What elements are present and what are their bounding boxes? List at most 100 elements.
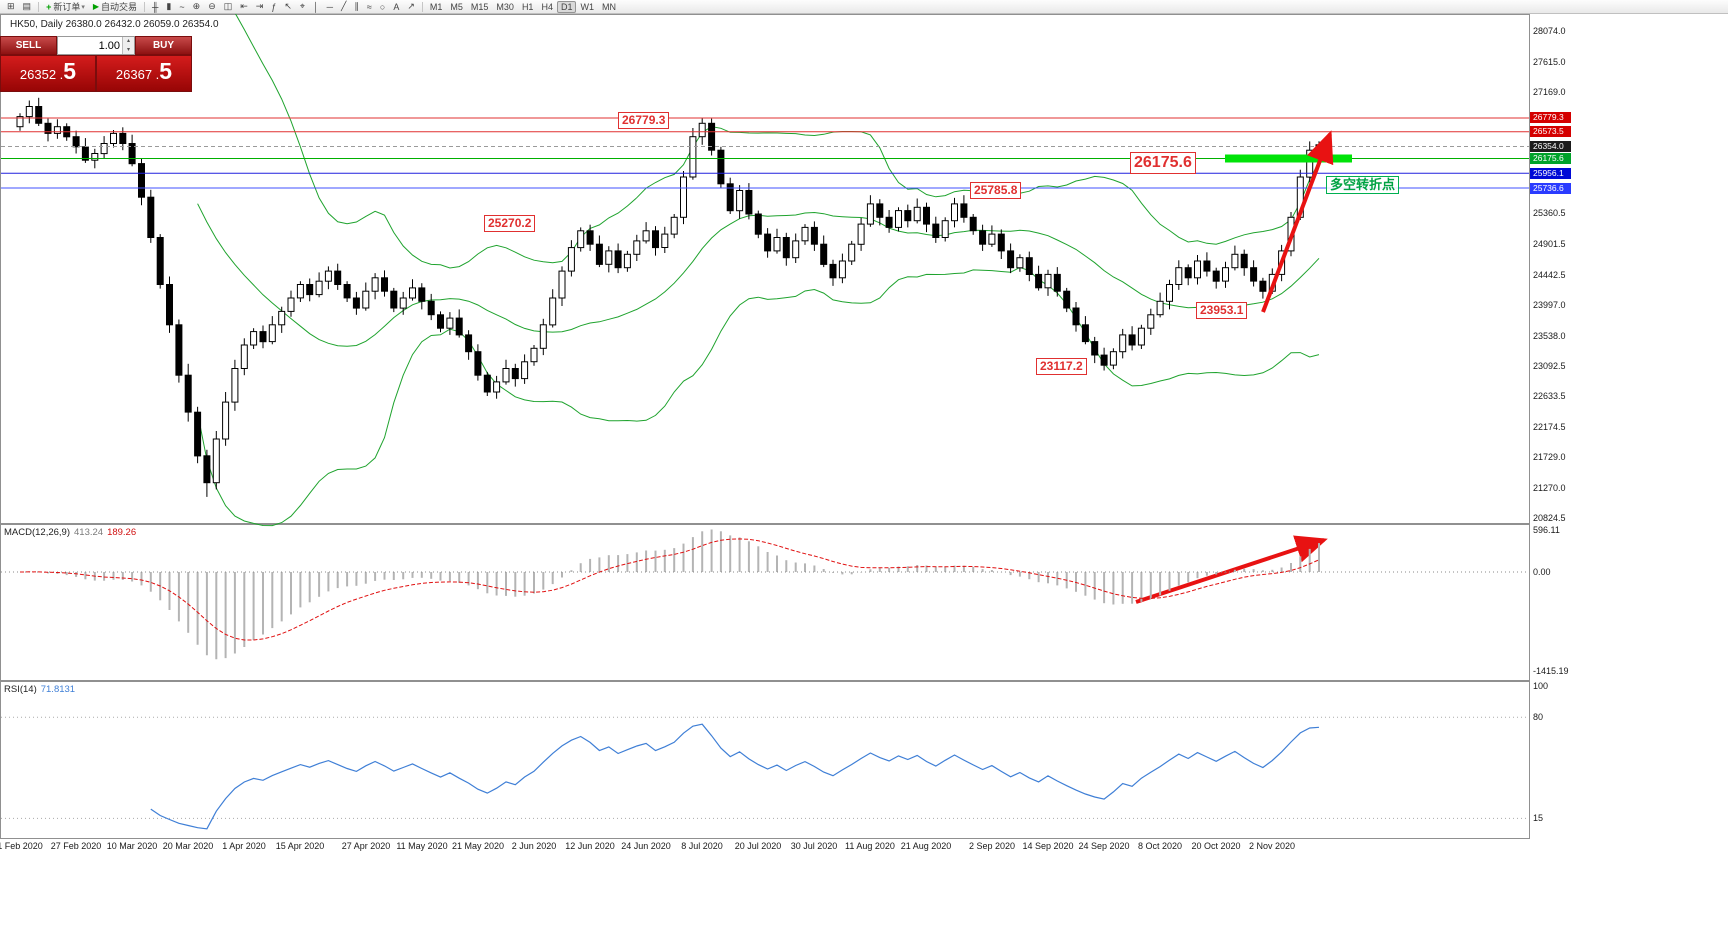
main-chart-panel [0, 14, 1530, 524]
timeframe-m5[interactable]: M5 [450, 1, 463, 12]
price-axis-label: 24442.5 [1533, 270, 1566, 280]
one-click-trading-panel: SELL ▴ ▾ BUY 26352 .5 26367 .5 [0, 36, 192, 92]
annotation-red[interactable]: 26175.6 [1130, 152, 1196, 174]
date-label: 24 Jun 2020 [621, 841, 671, 851]
toolbar-separator [38, 1, 40, 12]
sell-price-big-digit: 5 [63, 58, 77, 84]
date-label: 2 Nov 2020 [1248, 841, 1296, 851]
channel-icon[interactable]: ∥ [354, 1, 359, 11]
indicators-icon[interactable]: ƒ [271, 1, 277, 12]
date-label: 21 Aug 2020 [900, 841, 952, 851]
date-label: 20 Mar 2020 [162, 841, 214, 851]
ellipse-icon[interactable]: ○ [379, 1, 386, 12]
price-axis-label: 22633.5 [1533, 391, 1566, 401]
date-label: 20 Oct 2020 [1191, 841, 1241, 851]
rsi-axis-label: 100 [1533, 681, 1549, 691]
date-label: 20 Jul 2020 [734, 841, 782, 851]
rsi-label: RSI(14) 71.8131 [4, 684, 75, 695]
plus-icon: + [46, 1, 52, 12]
trendline-icon[interactable]: ╱ [341, 1, 347, 11]
date-label: 8 Oct 2020 [1137, 841, 1183, 851]
macd-signal-value: 189.26 [107, 527, 137, 538]
date-label: 21 May 2020 [451, 841, 505, 851]
volume-down-button[interactable]: ▾ [123, 45, 134, 54]
price-axis-label: 24901.5 [1533, 239, 1566, 249]
annotation-red[interactable]: 25785.8 [970, 182, 1022, 199]
volume-input[interactable] [58, 37, 122, 54]
price-tag: 26779.3 [1530, 112, 1571, 123]
autotrade-button[interactable]: ▶ 自动交易 [92, 2, 138, 12]
auto-scroll-icon[interactable]: ⇥ [255, 1, 264, 11]
macd-panel [0, 524, 1530, 681]
cursor-icon[interactable]: ↖ [284, 1, 292, 11]
date-label: 10 Mar 2020 [106, 841, 158, 851]
timeframe-h4[interactable]: H4 [541, 1, 553, 12]
charts-grid-icon[interactable]: ⊞ [7, 1, 15, 11]
line-chart-icon[interactable]: ~ [179, 1, 185, 12]
date-label: 8 Jul 2020 [681, 841, 723, 851]
price-tag: 26573.5 [1530, 126, 1571, 137]
macd-value: 413.24 [74, 527, 104, 538]
horizontal-line-icon[interactable]: ─ [326, 1, 333, 12]
fibonacci-icon[interactable]: ≈ [366, 1, 372, 12]
toolbar: ⊞ ▤ + 新订单 ▾ ▶ 自动交易 ╫ ▮ ~ ⊕ ⊖ ◫ ⇤ ⇥ ƒ ↖ ⌖ │ ─ ╱ ∥ ≈ ○ A ↗ M1 M5 M15 M3… [0, 0, 1728, 14]
price-axis-label: 23997.0 [1533, 300, 1566, 310]
candlestick-chart-icon[interactable]: ▮ [166, 1, 172, 11]
profile-icon[interactable]: ▤ [22, 1, 32, 11]
text-icon[interactable]: A [393, 1, 400, 12]
crosshair-icon[interactable]: ⌖ [299, 1, 305, 11]
timeframe-mn[interactable]: MN [601, 1, 616, 12]
rsi-axis-label: 80 [1533, 712, 1544, 722]
date-label: 1 Apr 2020 [222, 841, 266, 851]
annotation-red[interactable]: 25270.2 [484, 215, 536, 232]
rsi-panel [0, 681, 1530, 839]
rsi-axis-label: 15 [1533, 813, 1544, 823]
annotation-red[interactable]: 26779.3 [618, 112, 670, 129]
buy-button[interactable]: BUY [135, 36, 192, 55]
date-label: 1 Feb 2020 [0, 841, 43, 851]
chart-shift-icon[interactable]: ⇤ [240, 1, 248, 11]
buy-price[interactable]: 26367 .5 [96, 55, 192, 92]
sell-price[interactable]: 26352 .5 [0, 55, 96, 92]
zoom-in-icon[interactable]: ⊕ [192, 1, 201, 11]
volume-up-button[interactable]: ▴ [123, 37, 134, 46]
date-label: 24 Sep 2020 [1078, 841, 1130, 851]
vertical-line-icon[interactable]: │ [312, 1, 319, 12]
sell-button[interactable]: SELL [0, 36, 57, 55]
zoom-out-icon[interactable]: ⊖ [208, 1, 216, 11]
macd-axis-label: 0.00 [1533, 567, 1551, 577]
date-label: 11 Aug 2020 [845, 841, 895, 851]
annotation-red[interactable]: 23953.1 [1196, 302, 1248, 319]
timeframe-d1[interactable]: D1 [556, 0, 577, 13]
arrow-icon[interactable]: ↗ [407, 1, 415, 11]
sell-price-main: 26352 . [19, 67, 64, 82]
macd-axis-label: 596.11 [1533, 525, 1560, 535]
date-label: 15 Apr 2020 [275, 841, 325, 851]
macd-axis-label: -1415.19 [1533, 666, 1569, 676]
timeframe-m15[interactable]: M15 [470, 1, 489, 12]
annotation-green[interactable]: 多空转折点 [1326, 176, 1400, 195]
price-axis-label: 27169.0 [1533, 87, 1566, 97]
timeframe-m1[interactable]: M1 [429, 1, 443, 12]
volume-box: ▴ ▾ [57, 36, 135, 55]
bar-chart-icon[interactable]: ╫ [152, 1, 159, 12]
macd-label: MACD(12,26,9) 413.24 189.26 [4, 527, 136, 538]
annotation-red[interactable]: 23117.2 [1036, 358, 1087, 375]
volume-spinner: ▴ ▾ [122, 37, 134, 54]
tile-windows-icon[interactable]: ◫ [223, 1, 233, 11]
rsi-value: 71.8131 [40, 684, 76, 695]
price-tag: 25736.6 [1530, 183, 1571, 194]
buy-price-big-digit: 5 [159, 58, 173, 84]
timeframe-m30[interactable]: M30 [496, 1, 514, 12]
price-axis-label: 21270.0 [1533, 483, 1566, 493]
price-axis-label: 22174.5 [1533, 422, 1566, 432]
price-axis-label: 23538.0 [1533, 331, 1566, 341]
timeframe-w1[interactable]: W1 [580, 1, 594, 12]
date-label: 14 Sep 2020 [1022, 841, 1074, 851]
date-label: 27 Feb 2020 [50, 841, 102, 851]
price-tag: 26354.0 [1530, 141, 1571, 152]
toolbar-separator [144, 1, 146, 12]
new-order-button[interactable]: + 新订单 ▾ [46, 1, 85, 13]
price-axis-label: 25360.5 [1533, 208, 1566, 218]
timeframe-h1[interactable]: H1 [521, 1, 534, 12]
